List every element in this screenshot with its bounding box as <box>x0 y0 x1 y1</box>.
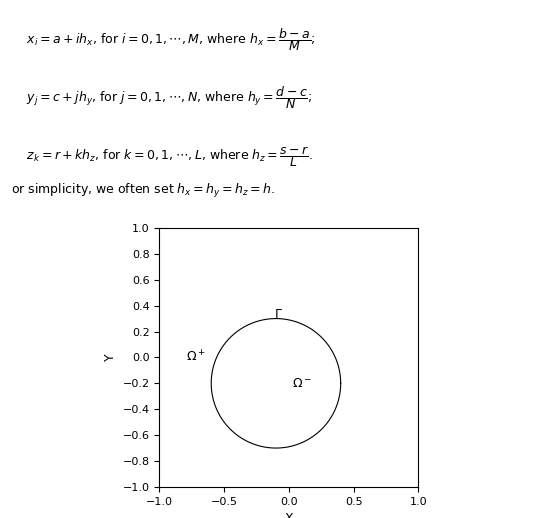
Text: $x_i = a + ih_x$, for $i = 0, 1, \cdots, M$, where $h_x = \dfrac{b-a}{M}$;: $x_i = a + ih_x$, for $i = 0, 1, \cdots,… <box>11 26 315 53</box>
Text: $\Omega^+$: $\Omega^+$ <box>186 350 205 365</box>
Text: $y_j = c + jh_y$, for $j = 0, 1, \cdots, N$, where $h_y = \dfrac{d-c}{N}$;: $y_j = c + jh_y$, for $j = 0, 1, \cdots,… <box>11 84 312 111</box>
X-axis label: X: X <box>285 512 293 518</box>
Text: $\Omega^-$: $\Omega^-$ <box>292 377 312 390</box>
Text: $\Gamma$: $\Gamma$ <box>274 308 283 321</box>
Y-axis label: Y: Y <box>104 354 117 361</box>
Text: $z_k = r + kh_z$, for $k = 0, 1, \cdots, L$, where $h_z = \dfrac{s-r}{L}$.: $z_k = r + kh_z$, for $k = 0, 1, \cdots,… <box>11 144 313 169</box>
Text: or simplicity, we often set $h_x = h_y = h_z = h$.: or simplicity, we often set $h_x = h_y =… <box>11 182 275 200</box>
